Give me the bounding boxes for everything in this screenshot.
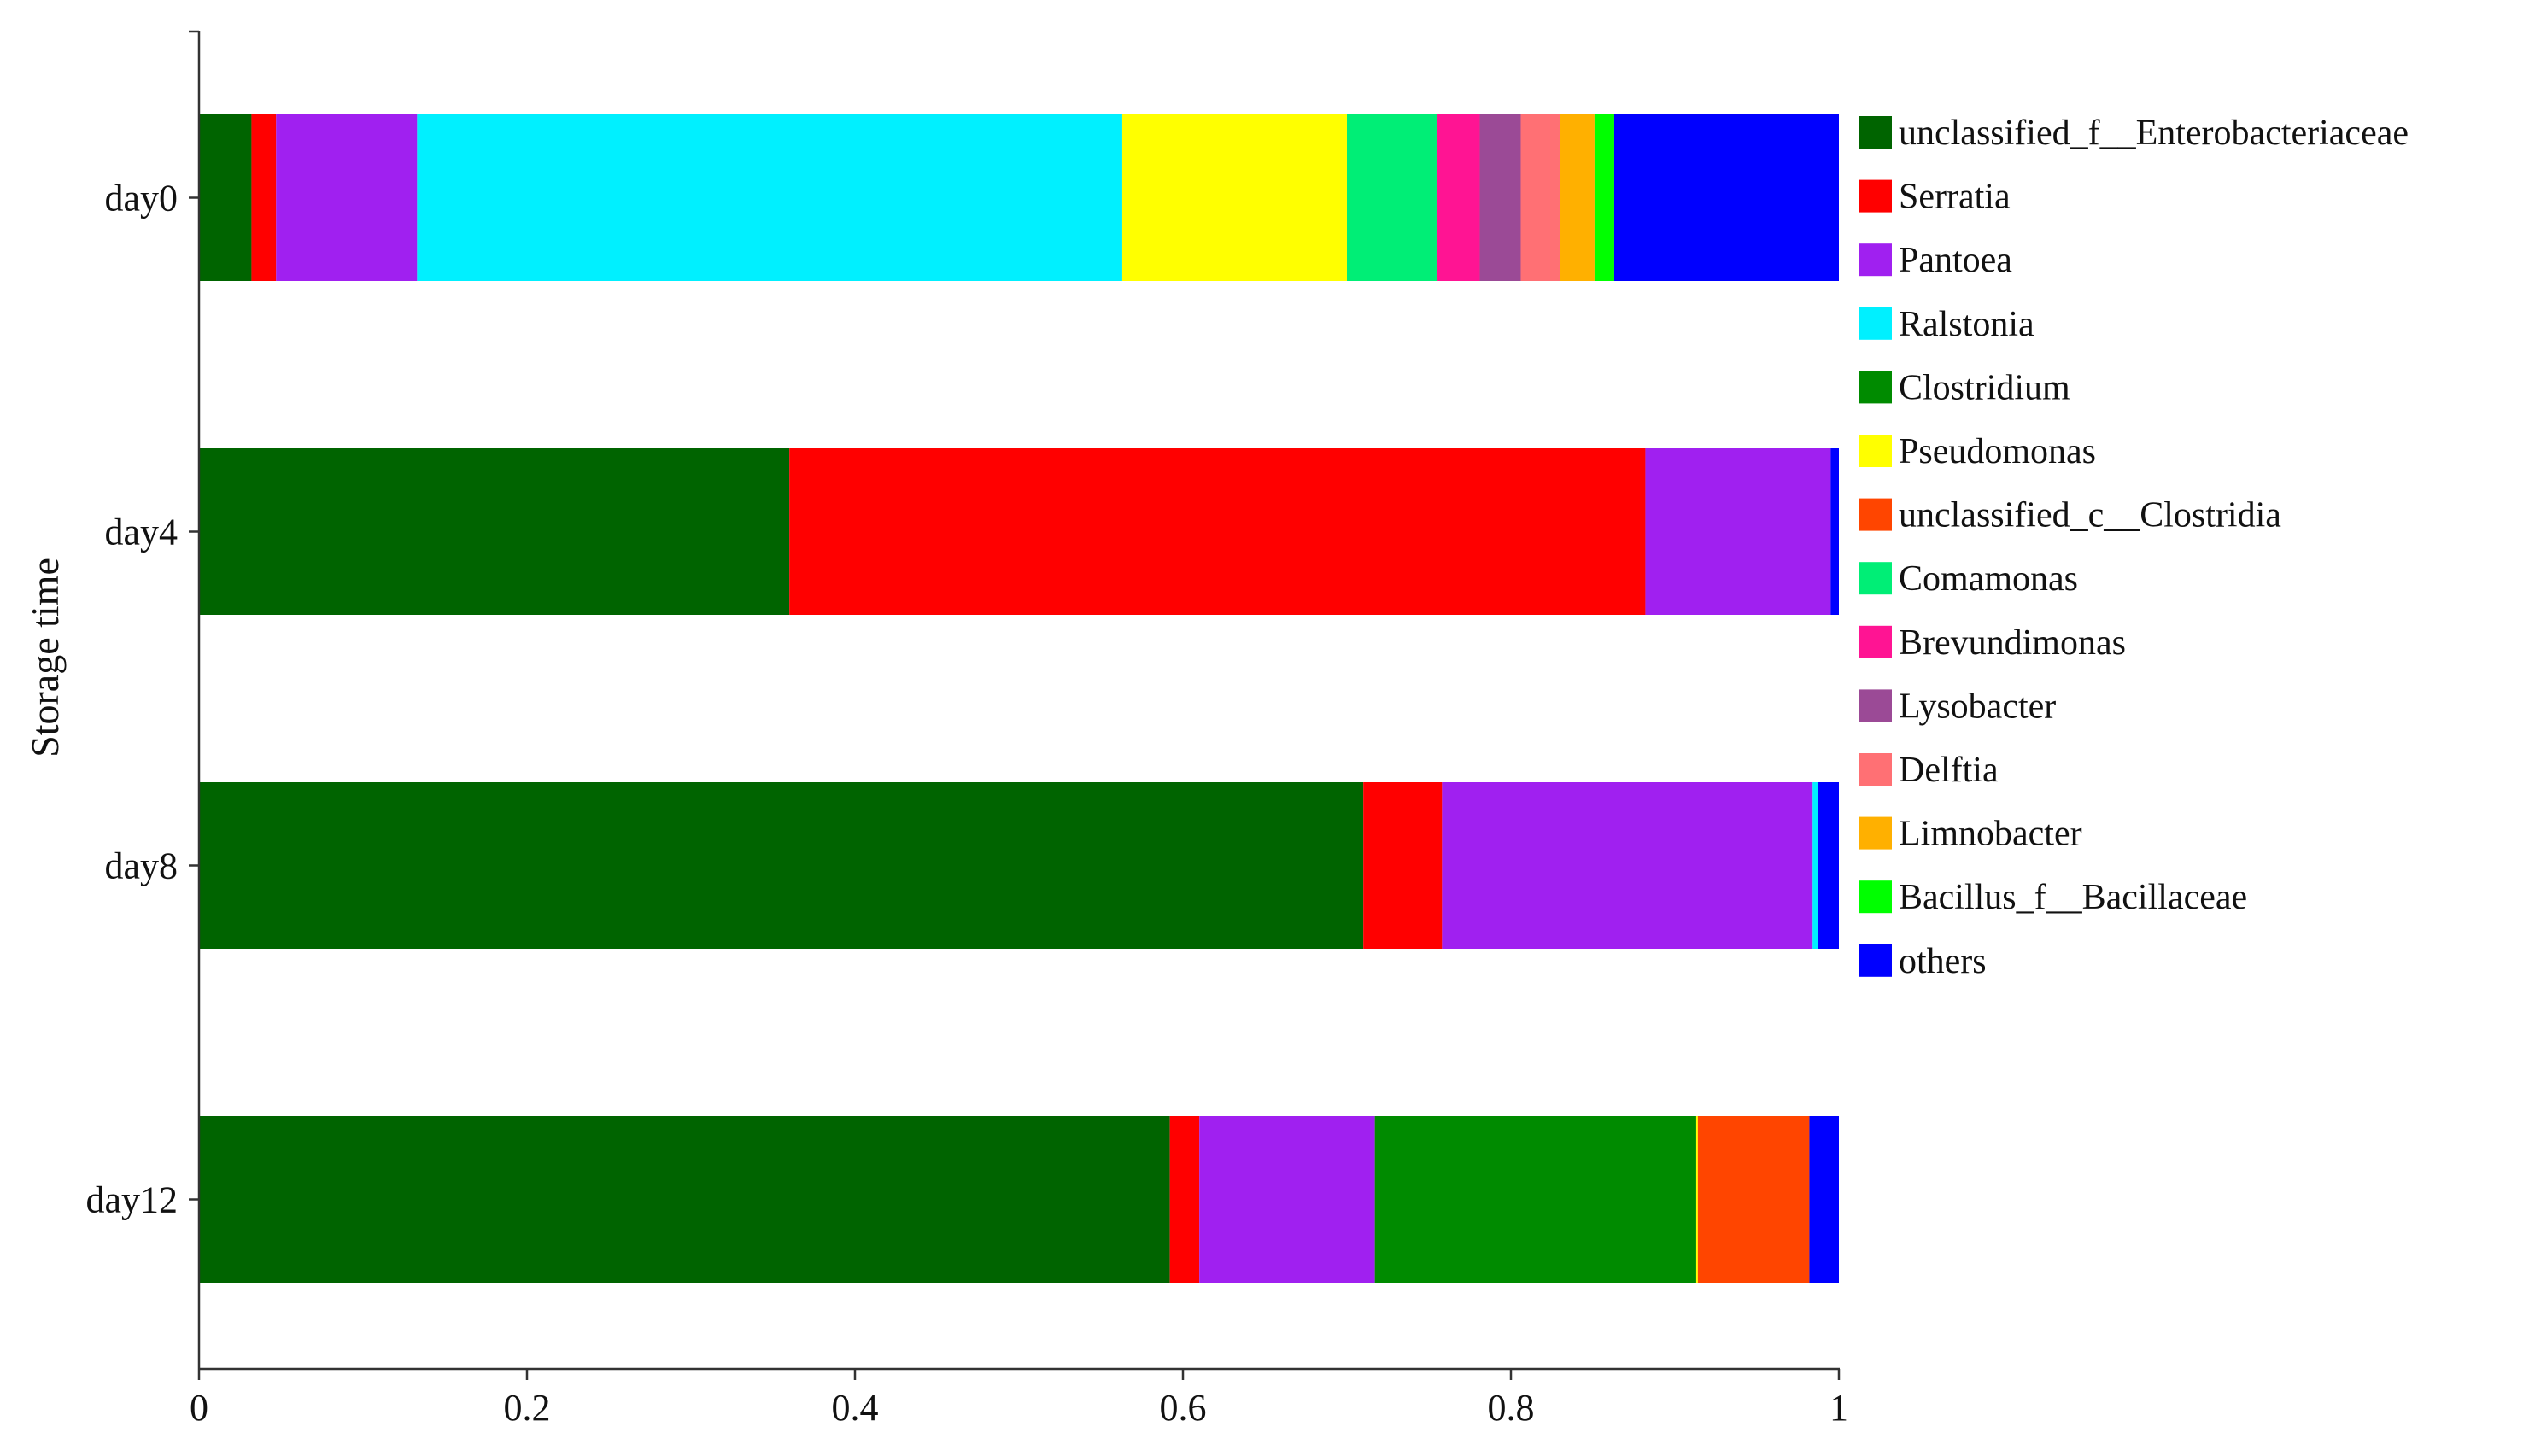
- legend-swatch-lysobacter: [1859, 689, 1892, 722]
- bar-segment-day12-clostridium: [1374, 1116, 1696, 1283]
- bar-segment-day0-unclassified-f-enterobacteriaceae: [199, 114, 252, 281]
- legend-label-unclassified-f-enterobacteriaceae: unclassified_f__Enterobacteriaceae: [1899, 114, 2409, 153]
- legend-swatch-clostridium: [1859, 371, 1892, 404]
- x-tick-label: 0.4: [832, 1387, 879, 1429]
- bars-layer: [199, 114, 1839, 1283]
- bar-segment-day12-unclassified-c-clostridia: [1697, 1116, 1810, 1283]
- bar-segment-day4-others: [1830, 448, 1839, 615]
- bar-segment-day0-others: [1613, 114, 1839, 281]
- bar-segment-day8-ralstonia: [1812, 782, 1818, 949]
- legend-label-limnobacter: Limnobacter: [1899, 815, 2082, 854]
- legend-label-bacillus-f-bacillaceae: Bacillus_f__Bacillaceae: [1899, 878, 2247, 917]
- axes-layer: [189, 30, 1840, 1371]
- legend-label-unclassified-c-clostridia: unclassified_c__Clostridia: [1899, 496, 2281, 535]
- legend-swatch-unclassified-c-clostridia: [1859, 498, 1892, 531]
- bar-segment-day0-lysobacter: [1479, 114, 1521, 281]
- legend-swatch-pseudomonas: [1859, 435, 1892, 467]
- bar-segment-day0-comamonas: [1347, 114, 1437, 281]
- bar-segment-day4-unclassified-f-enterobacteriaceae: [199, 448, 790, 615]
- y-ticks: day0 day4 day8 day12: [85, 178, 199, 1221]
- bar-segment-day0-limnobacter: [1560, 114, 1595, 281]
- legend-label-others: others: [1899, 942, 1987, 981]
- bar-segment-day0-pantoea: [276, 114, 418, 281]
- bar-segment-day4-pantoea: [1645, 448, 1831, 615]
- y-axis-title: Storage time: [23, 558, 67, 757]
- bar-segment-day0-ralstonia: [417, 114, 1122, 281]
- y-tick-label-day4: day4: [104, 512, 178, 553]
- y-tick-label-day12: day12: [85, 1179, 178, 1221]
- legend-swatch-unclassified-f-enterobacteriaceae: [1859, 116, 1892, 149]
- x-tick-label: 1: [1830, 1387, 1848, 1429]
- legend-label-brevundimonas: Brevundimonas: [1899, 623, 2126, 663]
- bar-segment-day0-delftia: [1520, 114, 1560, 281]
- bar-segment-day12-serratia: [1169, 1116, 1200, 1283]
- legend-swatch-others: [1859, 944, 1892, 977]
- legend-label-clostridium: Clostridium: [1899, 368, 2070, 407]
- x-ticks: 0 0.2 0.4 0.6 0.8 1: [190, 1369, 1848, 1429]
- legend-label-delftia: Delftia: [1899, 751, 1999, 790]
- bar-segment-day0-serratia: [251, 114, 277, 281]
- legend-swatch-ralstonia: [1859, 307, 1892, 340]
- bar-segment-day8-others: [1818, 782, 1839, 949]
- x-tick-label: 0.8: [1488, 1387, 1535, 1429]
- bar-segment-day8-serratia: [1363, 782, 1443, 949]
- legend-swatch-bacillus-f-bacillaceae: [1859, 880, 1892, 914]
- legend-label-pantoea: Pantoea: [1899, 241, 2012, 280]
- legend-label-comamonas: Comamonas: [1899, 559, 2078, 599]
- bar-segment-day8-unclassified-f-enterobacteriaceae: [199, 782, 1364, 949]
- legend-label-ralstonia: Ralstonia: [1899, 305, 2034, 344]
- bar-segment-day0-pseudomonas: [1121, 114, 1347, 281]
- legend-swatch-brevundimonas: [1859, 625, 1892, 658]
- y-tick-label-day0: day0: [104, 178, 178, 219]
- bar-segment-day4-serratia: [789, 448, 1646, 615]
- legend-label-pseudomonas: Pseudomonas: [1899, 432, 2096, 471]
- bar-segment-day12-pseudomonas: [1695, 1116, 1698, 1283]
- x-tick-label: 0.2: [504, 1387, 551, 1429]
- legend-swatch-delftia: [1859, 753, 1892, 786]
- bar-segment-day12-unclassified-f-enterobacteriaceae: [199, 1116, 1170, 1283]
- legend-label-serratia: Serratia: [1899, 178, 2011, 217]
- legend-label-lysobacter: Lysobacter: [1899, 687, 2056, 726]
- x-tick-label: 0.6: [1160, 1387, 1207, 1429]
- x-tick-label: 0: [190, 1387, 208, 1429]
- bar-segment-day0-brevundimonas: [1437, 114, 1480, 281]
- legend-swatch-pantoea: [1859, 243, 1892, 277]
- legend-swatch-comamonas: [1859, 562, 1892, 595]
- y-tick-label-day8: day8: [104, 845, 178, 887]
- bar-segment-day8-pantoea: [1442, 782, 1813, 949]
- bar-segment-day12-others: [1809, 1116, 1839, 1283]
- bar-segment-day12-pantoea: [1199, 1116, 1375, 1283]
- legend-swatch-limnobacter: [1859, 816, 1892, 850]
- legend-swatch-serratia: [1859, 179, 1892, 213]
- legend: unclassified_f__Enterobacteriaceae Serrat…: [1859, 114, 2409, 981]
- bar-segment-day0-bacillus-f-bacillaceae: [1594, 114, 1614, 281]
